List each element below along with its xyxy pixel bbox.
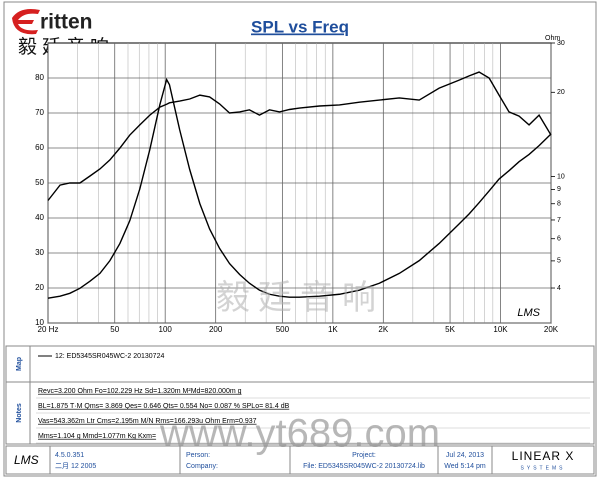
y-tick-label: 70 bbox=[35, 108, 44, 117]
y2-tick-label: 9 bbox=[557, 186, 561, 193]
y2-tick-label: 4 bbox=[557, 285, 561, 292]
map-label: Map bbox=[16, 357, 23, 371]
y2-tick-label: 6 bbox=[557, 236, 561, 243]
company: Company: bbox=[186, 463, 218, 470]
x-tick-label: 2K bbox=[378, 325, 388, 334]
note-line: Revc=3.200 Ohm Fo=102.229 Hz Sd=1.320m M… bbox=[38, 388, 242, 395]
x-tick-label: 50 bbox=[110, 325, 119, 334]
y2-tick-label: 30 bbox=[557, 40, 565, 47]
y2-tick-label: 8 bbox=[557, 201, 561, 208]
notes-lines: Revc=3.200 Ohm Fo=102.229 Hz Sd=1.320m M… bbox=[36, 388, 590, 444]
y2-tick-label: 10 bbox=[557, 173, 565, 180]
logo-e bbox=[12, 9, 40, 35]
maker: LINEAR X bbox=[512, 449, 575, 463]
x-tick-label: 500 bbox=[276, 325, 290, 334]
watermark-chinese: 毅廷音响 bbox=[216, 279, 384, 317]
notes-label: Notes bbox=[16, 403, 23, 423]
y-tick-label: 30 bbox=[35, 248, 44, 257]
plot: 20 Hz 50 100 200 500 1K 2K 5K 10K 20K 10 20 30 40 50 60… bbox=[35, 40, 565, 334]
version: 4.5.0.351 bbox=[55, 452, 84, 459]
plot-logo: LMS bbox=[517, 307, 540, 319]
file: File: ED5345SR045WC-2 20130724.lib bbox=[303, 463, 425, 470]
brand-name: ritten bbox=[40, 11, 93, 34]
series-line bbox=[47, 71, 552, 201]
x-tick-label: 20K bbox=[544, 325, 559, 334]
version-date: 二月 12 2005 bbox=[55, 462, 96, 470]
x-tick-label: 5K bbox=[445, 325, 455, 334]
x-tick-label: 100 bbox=[159, 325, 173, 334]
y-tick-label: 20 bbox=[35, 283, 44, 292]
y-tick-label: 60 bbox=[35, 143, 44, 152]
note-line: BL=1.875 T·M Qms= 3.869 Qes= 0.646 Qts= … bbox=[38, 403, 290, 410]
maker-sub: SYSTEMS bbox=[521, 465, 566, 471]
note-line: Mms=1.104 g Mmd=1.077m Kg Kxm= bbox=[38, 433, 156, 440]
note-line: Vas=543.362m Ltr Cms=2.195m M/N Rms=166.… bbox=[38, 418, 257, 425]
frame bbox=[3, 1, 597, 477]
y2-tick-label: 5 bbox=[557, 258, 561, 265]
y-tick-label: 80 bbox=[35, 73, 44, 82]
y2-tick-label: 7 bbox=[557, 217, 561, 224]
footer bbox=[5, 445, 595, 475]
notes-panel bbox=[5, 381, 595, 445]
y2-tick-label: 20 bbox=[557, 89, 565, 96]
y-tick-label: 50 bbox=[35, 178, 44, 187]
date: Jul 24, 2013 bbox=[446, 452, 484, 459]
series-line bbox=[47, 77, 552, 299]
chart-title: SPL vs Freq bbox=[251, 17, 349, 36]
x-tick-label: 20 Hz bbox=[38, 325, 59, 334]
y-tick-label: 40 bbox=[35, 213, 44, 222]
time: Wed 5:14 pm bbox=[444, 463, 486, 470]
x-tick-label: 1K bbox=[328, 325, 338, 334]
watermark-url: www.yt689.com bbox=[159, 412, 440, 456]
legend-entry: 12: ED5345SR045WC-2 20130724 bbox=[55, 353, 164, 360]
footer-logo: LMS bbox=[14, 453, 39, 467]
project: Project: bbox=[352, 452, 376, 459]
person: Person: bbox=[186, 452, 210, 459]
y-tick-label: 10 bbox=[35, 318, 44, 327]
y2-unit: Ohm bbox=[545, 35, 560, 42]
x-tick-label: 10K bbox=[493, 325, 508, 334]
x-tick-label: 200 bbox=[209, 325, 223, 334]
